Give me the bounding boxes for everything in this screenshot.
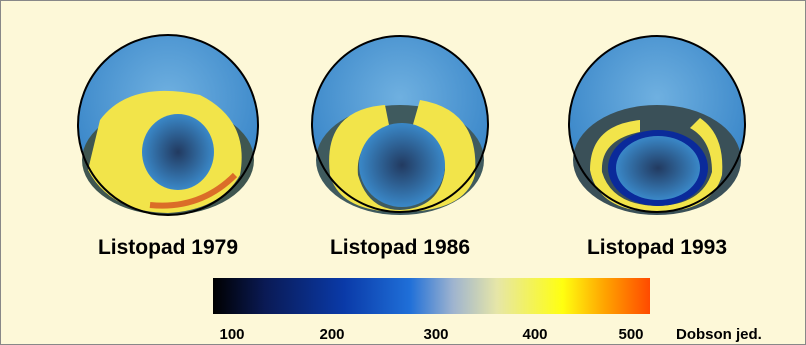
colorbar-tick: 100 (219, 326, 244, 343)
colorbar-tick: 500 (618, 326, 643, 343)
colorbar-tick: 300 (423, 326, 448, 343)
colorbar (213, 278, 650, 314)
colorbar-unit: Dobson jed. (676, 326, 762, 343)
panel-label: Listopad 1993 (587, 236, 727, 259)
panel-label: Listopad 1979 (98, 236, 238, 259)
colorbar-tick: 200 (319, 326, 344, 343)
colorbar-tick: 400 (522, 326, 547, 343)
globe-1993 (569, 36, 745, 215)
figure: Listopad 1979 Listopad 1986 Listopad 199… (0, 0, 806, 345)
globe-1979 (78, 35, 258, 215)
panel-label: Listopad 1986 (330, 236, 470, 259)
globe-1986 (312, 36, 488, 215)
